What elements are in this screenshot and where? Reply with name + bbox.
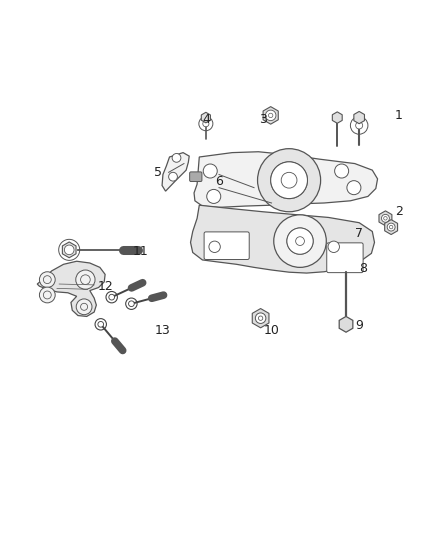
Polygon shape	[263, 107, 278, 124]
Circle shape	[169, 172, 177, 181]
Circle shape	[287, 228, 313, 254]
FancyBboxPatch shape	[190, 172, 202, 182]
Text: 11: 11	[132, 245, 148, 257]
Circle shape	[287, 228, 313, 254]
Circle shape	[271, 162, 307, 199]
Circle shape	[356, 122, 363, 129]
Circle shape	[328, 241, 339, 253]
Circle shape	[203, 164, 217, 178]
Text: 4: 4	[202, 114, 210, 126]
Circle shape	[335, 164, 349, 178]
Circle shape	[381, 214, 389, 222]
Circle shape	[347, 181, 361, 195]
Text: 5: 5	[154, 166, 162, 179]
Circle shape	[64, 245, 74, 255]
Polygon shape	[191, 205, 374, 273]
Circle shape	[296, 237, 304, 246]
FancyBboxPatch shape	[204, 232, 249, 260]
Circle shape	[209, 241, 220, 253]
Polygon shape	[37, 261, 105, 317]
Circle shape	[81, 275, 90, 285]
Circle shape	[126, 298, 137, 310]
Circle shape	[350, 117, 368, 134]
Circle shape	[76, 299, 92, 314]
Polygon shape	[162, 152, 189, 191]
Text: 6: 6	[215, 175, 223, 188]
Circle shape	[106, 292, 117, 303]
Text: 3: 3	[259, 114, 267, 126]
Circle shape	[265, 110, 276, 120]
Circle shape	[384, 216, 387, 220]
Circle shape	[207, 189, 221, 204]
Circle shape	[81, 303, 88, 310]
Circle shape	[39, 272, 55, 287]
Circle shape	[43, 291, 51, 299]
Circle shape	[98, 321, 103, 327]
Text: 12: 12	[97, 280, 113, 293]
Polygon shape	[379, 211, 392, 226]
Polygon shape	[201, 112, 210, 123]
Text: 1: 1	[395, 109, 403, 122]
Circle shape	[109, 294, 114, 300]
Polygon shape	[194, 152, 378, 207]
Circle shape	[281, 172, 297, 188]
Circle shape	[43, 276, 51, 284]
Circle shape	[255, 313, 266, 324]
Circle shape	[59, 239, 80, 260]
Text: 8: 8	[360, 262, 367, 275]
Text: 9: 9	[355, 319, 363, 332]
Circle shape	[268, 113, 273, 118]
Polygon shape	[354, 111, 364, 124]
Text: 13: 13	[154, 324, 170, 336]
Text: 10: 10	[264, 324, 279, 336]
Circle shape	[271, 162, 307, 199]
Circle shape	[258, 149, 321, 212]
FancyBboxPatch shape	[327, 243, 363, 273]
Circle shape	[203, 120, 209, 127]
Circle shape	[39, 287, 55, 303]
Circle shape	[95, 319, 106, 330]
Polygon shape	[252, 309, 269, 328]
Circle shape	[258, 316, 263, 320]
Polygon shape	[339, 317, 353, 332]
Circle shape	[76, 270, 95, 289]
Circle shape	[199, 117, 213, 131]
Text: 2: 2	[395, 205, 403, 218]
Text: 7: 7	[355, 227, 363, 240]
Polygon shape	[385, 220, 398, 235]
Circle shape	[172, 154, 181, 162]
Polygon shape	[332, 112, 342, 123]
Circle shape	[389, 225, 393, 229]
Polygon shape	[62, 242, 76, 258]
Circle shape	[274, 215, 326, 268]
Circle shape	[387, 223, 395, 231]
Circle shape	[129, 301, 134, 306]
